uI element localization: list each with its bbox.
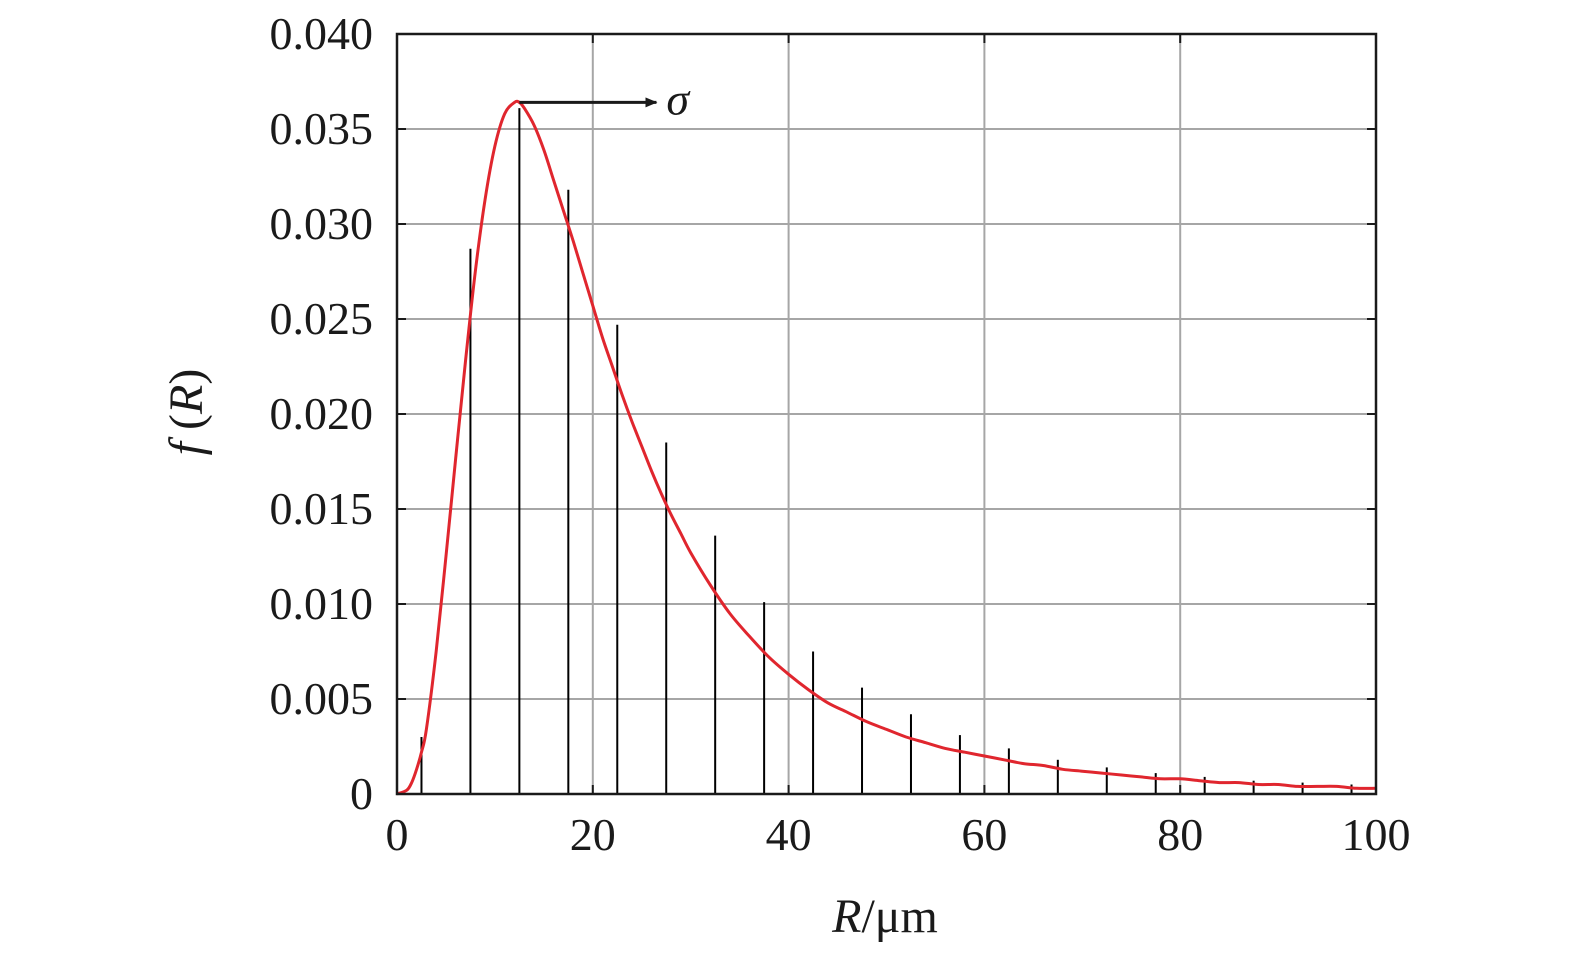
- annotations: σ: [519, 73, 691, 124]
- x-tick-label: 60: [961, 809, 1007, 860]
- y-tick-label: 0.015: [270, 483, 374, 534]
- sigma-label: σ: [666, 73, 691, 124]
- x-axis-label-unit: /μm: [861, 890, 937, 943]
- y-axis-label: f (R): [160, 369, 213, 456]
- x-tick-label: 20: [570, 809, 616, 860]
- y-tick-label: 0.035: [270, 103, 374, 154]
- distribution-curve: [396, 99, 1377, 796]
- y-tick-label: 0.030: [270, 198, 374, 249]
- stem-series: [420, 108, 1353, 794]
- y-tick-label: 0.010: [270, 578, 374, 629]
- ticks: [396, 33, 1377, 795]
- x-tick-label: 0: [386, 809, 409, 860]
- x-tick-labels: 0 20 40 60 80 100: [386, 809, 1411, 860]
- x-tick-label: 40: [766, 809, 812, 860]
- grid: [397, 34, 1376, 794]
- y-axis-label-arg: R: [160, 385, 213, 415]
- y-tick-label: 0.005: [270, 673, 374, 724]
- y-axis-label-open: (: [160, 414, 213, 442]
- y-tick-label: 0.020: [270, 388, 374, 439]
- y-axis-label-close: ): [160, 369, 213, 385]
- x-axis-label: R/μm: [831, 890, 938, 943]
- curve-series: [396, 99, 1377, 796]
- y-tick-labels: 0 0.005 0.010 0.015 0.020 0.025 0.030 0.035 0.04…: [270, 8, 374, 819]
- y-tick-label: 0.025: [270, 293, 374, 344]
- y-tick-label: 0.040: [270, 8, 374, 59]
- y-tick-label: 0: [350, 768, 373, 819]
- x-axis-label-var: R: [831, 890, 861, 943]
- x-tick-label: 80: [1157, 809, 1203, 860]
- x-tick-label: 100: [1342, 809, 1411, 860]
